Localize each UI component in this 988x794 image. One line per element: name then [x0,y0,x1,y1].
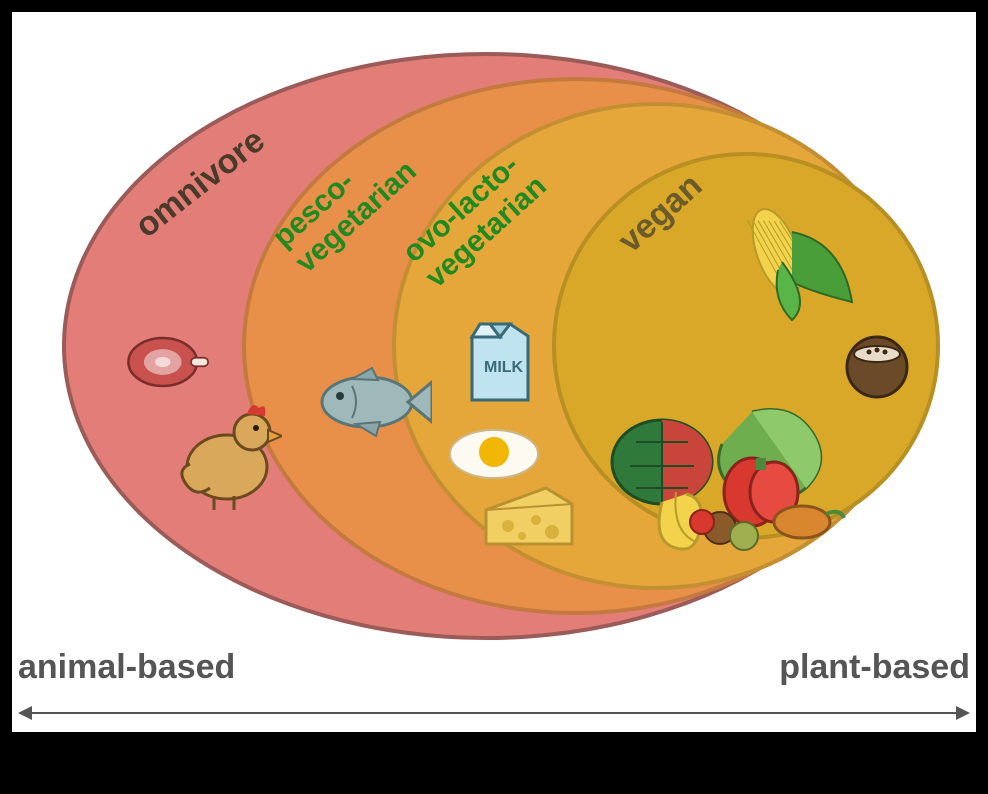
axis-label-plant: plant-based [779,648,970,687]
chicken-icon [172,392,282,512]
cheese-icon [482,482,577,552]
meat-icon [122,332,212,392]
axis-line [30,712,958,714]
fish-icon [312,362,432,442]
milk-icon: MILK [462,312,537,407]
produce-icon [602,392,852,552]
axis-arrow-right [956,706,970,720]
axis-arrow-left [18,706,32,720]
coconut-icon [842,332,912,402]
diagram-canvas: omnivore pesco- vegetarian ovo-lacto- ve… [12,12,976,732]
egg-icon [447,422,542,482]
svg-text:MILK: MILK [484,359,524,376]
axis-label-animal: animal-based [18,648,235,687]
corn-icon [732,192,862,322]
